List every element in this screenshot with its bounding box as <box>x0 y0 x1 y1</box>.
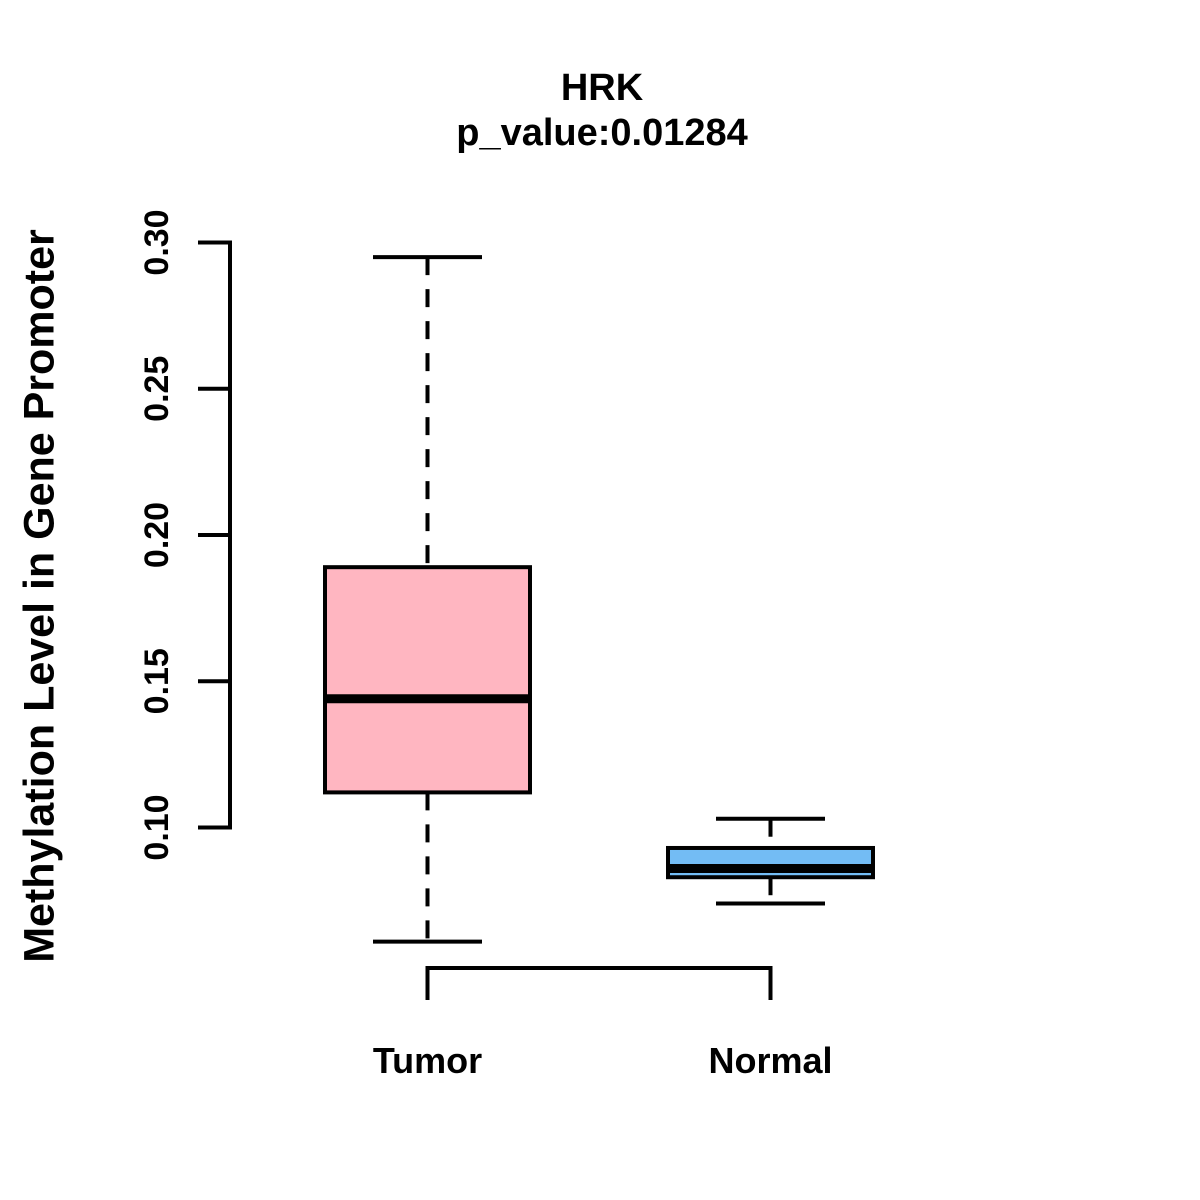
chart-title-block: HRK p_value:0.01284 <box>456 66 748 156</box>
x-label-normal: Normal <box>708 1040 833 1081</box>
group-bracket <box>425 966 773 1000</box>
chart-title-pvalue: p_value:0.01284 <box>456 112 748 154</box>
chart-title-gene: HRK <box>560 67 644 109</box>
iqr-box-tumor <box>323 565 532 795</box>
y-tick-label: 0.20 <box>138 502 176 568</box>
x-label-tumor: Tumor <box>372 1040 483 1081</box>
y-tick-label: 0.25 <box>138 356 176 422</box>
y-tick-label: 0.10 <box>138 794 176 860</box>
y-tick-label: 0.15 <box>138 648 176 714</box>
y-tick-label: 0.30 <box>138 209 176 275</box>
